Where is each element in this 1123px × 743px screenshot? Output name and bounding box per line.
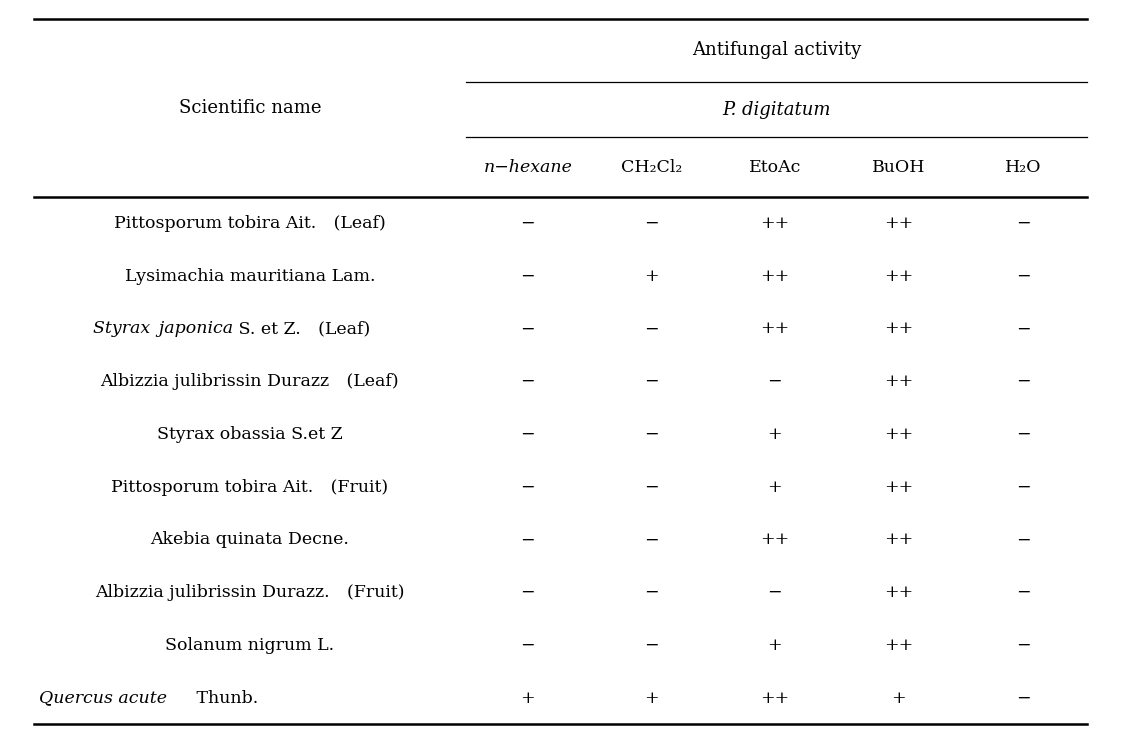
Text: +: + bbox=[767, 426, 783, 443]
Text: Styrax japonica: Styrax japonica bbox=[93, 320, 232, 337]
Text: −: − bbox=[1016, 531, 1031, 548]
Text: Akebia quinata Decne.: Akebia quinata Decne. bbox=[150, 531, 349, 548]
Text: +: + bbox=[643, 267, 659, 285]
Text: +: + bbox=[767, 637, 783, 654]
Text: Albizzia julibrissin Durazz. (Fruit): Albizzia julibrissin Durazz. (Fruit) bbox=[95, 584, 404, 601]
Text: −: − bbox=[521, 215, 535, 232]
Text: EtoAc: EtoAc bbox=[749, 159, 801, 175]
Text: ++: ++ bbox=[760, 320, 789, 337]
Text: Lysimachia mauritiana Lam.: Lysimachia mauritiana Lam. bbox=[125, 267, 375, 285]
Text: −: − bbox=[645, 584, 658, 601]
Text: −: − bbox=[521, 267, 535, 285]
Text: +: + bbox=[520, 690, 536, 707]
Text: ++: ++ bbox=[884, 478, 913, 496]
Text: −: − bbox=[521, 426, 535, 443]
Text: −: − bbox=[1016, 373, 1031, 390]
Text: −: − bbox=[645, 478, 658, 496]
Text: ++: ++ bbox=[760, 690, 789, 707]
Text: −: − bbox=[1016, 426, 1031, 443]
Text: −: − bbox=[521, 531, 535, 548]
Text: ++: ++ bbox=[760, 267, 789, 285]
Text: ++: ++ bbox=[884, 267, 913, 285]
Text: −: − bbox=[1016, 267, 1031, 285]
Text: Quercus acute: Quercus acute bbox=[39, 690, 167, 707]
Text: −: − bbox=[521, 478, 535, 496]
Text: ++: ++ bbox=[884, 320, 913, 337]
Text: ++: ++ bbox=[884, 373, 913, 390]
Text: ++: ++ bbox=[760, 215, 789, 232]
Text: −: − bbox=[521, 637, 535, 654]
Text: ++: ++ bbox=[884, 584, 913, 601]
Text: −: − bbox=[645, 637, 658, 654]
Text: Thunb.: Thunb. bbox=[191, 690, 258, 707]
Text: −: − bbox=[768, 584, 782, 601]
Text: Solanum nigrum L.: Solanum nigrum L. bbox=[165, 637, 335, 654]
Text: −: − bbox=[1016, 690, 1031, 707]
Text: BuOH: BuOH bbox=[871, 159, 925, 175]
Text: −: − bbox=[1016, 637, 1031, 654]
Text: Pittosporum tobira Ait. (Leaf): Pittosporum tobira Ait. (Leaf) bbox=[115, 215, 385, 232]
Text: −: − bbox=[1016, 478, 1031, 496]
Text: Scientific name: Scientific name bbox=[179, 99, 321, 117]
Text: −: − bbox=[521, 584, 535, 601]
Text: −: − bbox=[645, 215, 658, 232]
Text: −: − bbox=[645, 426, 658, 443]
Text: −: − bbox=[1016, 215, 1031, 232]
Text: n−hexane: n−hexane bbox=[483, 159, 573, 175]
Text: −: − bbox=[1016, 320, 1031, 337]
Text: ++: ++ bbox=[884, 637, 913, 654]
Text: −: − bbox=[1016, 584, 1031, 601]
Text: ++: ++ bbox=[884, 215, 913, 232]
Text: Antifungal activity: Antifungal activity bbox=[692, 41, 861, 59]
Text: CH₂Cl₂: CH₂Cl₂ bbox=[621, 159, 682, 175]
Text: Albizzia julibrissin Durazz (Leaf): Albizzia julibrissin Durazz (Leaf) bbox=[101, 373, 399, 390]
Text: P. digitatum: P. digitatum bbox=[722, 100, 831, 119]
Text: ++: ++ bbox=[884, 426, 913, 443]
Text: +: + bbox=[767, 478, 783, 496]
Text: ++: ++ bbox=[884, 531, 913, 548]
Text: −: − bbox=[645, 320, 658, 337]
Text: −: − bbox=[521, 373, 535, 390]
Text: S. et Z. (Leaf): S. et Z. (Leaf) bbox=[232, 320, 371, 337]
Text: Pittosporum tobira Ait. (Fruit): Pittosporum tobira Ait. (Fruit) bbox=[111, 478, 389, 496]
Text: H₂O: H₂O bbox=[1005, 159, 1042, 175]
Text: −: − bbox=[768, 373, 782, 390]
Text: Styrax obassia S.et Z: Styrax obassia S.et Z bbox=[157, 426, 343, 443]
Text: −: − bbox=[645, 531, 658, 548]
Text: +: + bbox=[891, 690, 906, 707]
Text: −: − bbox=[521, 320, 535, 337]
Text: +: + bbox=[643, 690, 659, 707]
Text: −: − bbox=[645, 373, 658, 390]
Text: ++: ++ bbox=[760, 531, 789, 548]
